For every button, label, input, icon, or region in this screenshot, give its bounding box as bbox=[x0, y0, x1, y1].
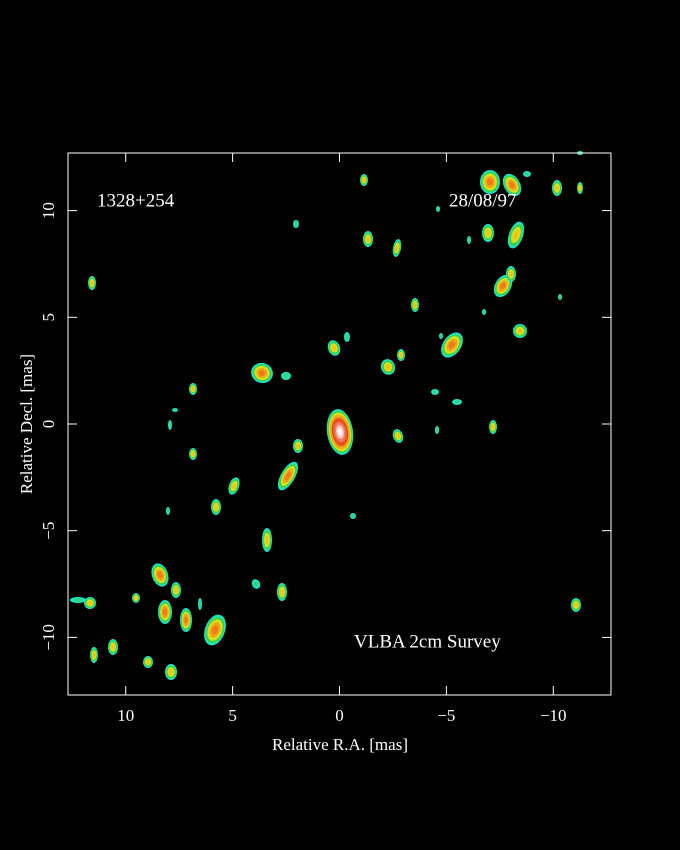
emission-blob bbox=[265, 535, 269, 545]
emission-blob bbox=[385, 364, 391, 370]
emission-blob bbox=[439, 334, 443, 338]
annotation: VLBA 2cm Survey bbox=[354, 631, 501, 652]
emission-blob bbox=[146, 659, 150, 665]
emission-blob bbox=[191, 451, 195, 457]
emission-blob bbox=[362, 177, 366, 183]
emission-blob bbox=[258, 369, 266, 377]
emission-blob bbox=[509, 181, 515, 189]
emission-blob bbox=[214, 504, 218, 510]
emission-blob bbox=[87, 600, 93, 606]
emission-blob bbox=[399, 352, 403, 358]
emission-blob bbox=[168, 669, 174, 675]
x-tick-label: 0 bbox=[335, 706, 344, 725]
emission-blob bbox=[491, 424, 495, 430]
emission-blob bbox=[174, 587, 178, 593]
emission-blob bbox=[90, 280, 94, 286]
x-tick-label: 5 bbox=[228, 706, 237, 725]
emission-blob bbox=[517, 328, 523, 334]
source-name: 1328+254 bbox=[97, 190, 175, 211]
emission-blob bbox=[454, 400, 460, 404]
emission-blob bbox=[198, 600, 202, 608]
emission-blob bbox=[482, 310, 486, 314]
emission-blob bbox=[366, 236, 370, 242]
emission-blob bbox=[485, 229, 491, 237]
emission-blob bbox=[284, 471, 292, 481]
emission-blob bbox=[413, 302, 417, 308]
y-tick-label: −10 bbox=[39, 624, 58, 651]
emission-blob bbox=[509, 271, 513, 277]
emission-blob bbox=[232, 482, 236, 490]
emission-blob bbox=[436, 207, 440, 211]
emission-blob bbox=[280, 588, 284, 596]
emission-blob bbox=[435, 427, 439, 433]
emission-blob bbox=[395, 244, 399, 252]
emission-blob bbox=[337, 428, 343, 436]
image-layer bbox=[70, 151, 583, 680]
emission-blob bbox=[487, 178, 493, 186]
emission-blob bbox=[111, 644, 115, 650]
emission-blob bbox=[345, 334, 349, 340]
emission-blob bbox=[253, 581, 259, 587]
x-tick-label: −5 bbox=[437, 706, 455, 725]
emission-blob bbox=[578, 185, 582, 191]
emission-blob bbox=[432, 390, 438, 394]
emission-blob bbox=[294, 221, 298, 227]
emission-blob bbox=[513, 230, 519, 240]
emission-blob bbox=[558, 295, 562, 299]
emission-blob bbox=[524, 172, 530, 176]
emission-blob bbox=[296, 443, 300, 449]
obs-date: 28/08/97 bbox=[449, 190, 517, 211]
emission-blob bbox=[173, 408, 177, 412]
emission-blob bbox=[331, 345, 337, 351]
emission-blob bbox=[211, 625, 219, 635]
emission-blob bbox=[396, 433, 400, 439]
y-tick-label: 5 bbox=[39, 313, 58, 322]
emission-blob bbox=[157, 571, 163, 579]
x-tick-label: 10 bbox=[117, 706, 134, 725]
y-axis-label: Relative Decl. [mas] bbox=[17, 354, 36, 494]
emission-blob bbox=[555, 185, 559, 191]
emission-blob bbox=[283, 373, 289, 379]
y-tick-label: −5 bbox=[39, 522, 58, 540]
emission-blob bbox=[191, 386, 195, 392]
x-axis-label: Relative R.A. [mas] bbox=[272, 735, 408, 754]
y-tick-label: 10 bbox=[39, 202, 58, 219]
emission-blob bbox=[574, 602, 578, 608]
emission-blob bbox=[351, 514, 355, 518]
emission-blob bbox=[134, 596, 138, 600]
emission-blob bbox=[467, 237, 471, 243]
emission-blob bbox=[92, 652, 96, 658]
x-tick-label: −10 bbox=[540, 706, 567, 725]
emission-blob bbox=[448, 341, 456, 349]
y-tick-label: 0 bbox=[39, 420, 58, 429]
emission-blob bbox=[166, 508, 170, 514]
emission-blob bbox=[162, 608, 168, 616]
emission-blob bbox=[184, 616, 188, 624]
emission-blob bbox=[500, 282, 506, 290]
emission-blob bbox=[73, 598, 83, 602]
emission-blob bbox=[168, 422, 172, 428]
